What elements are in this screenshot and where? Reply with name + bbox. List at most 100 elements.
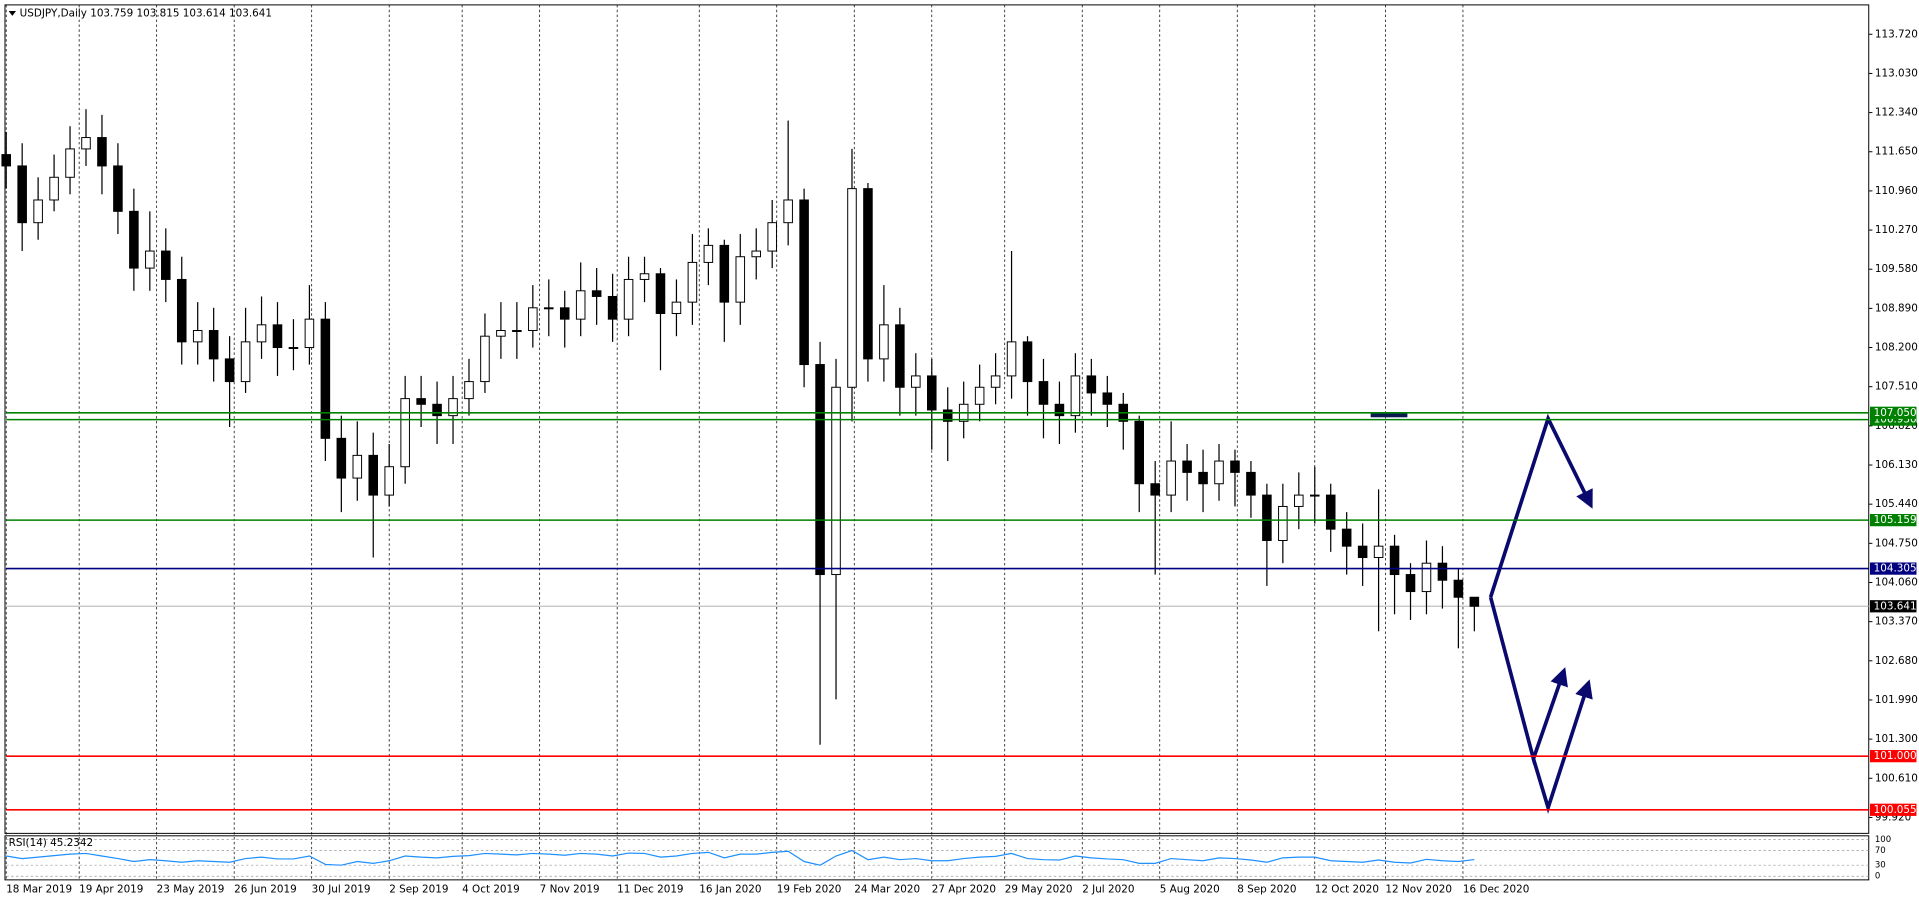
y-tick-label: 108.200 xyxy=(1875,342,1918,354)
candle-body xyxy=(145,250,155,269)
candle-body xyxy=(1038,381,1049,405)
candle-body xyxy=(176,278,187,343)
y-tick-label: 113.030 xyxy=(1875,67,1918,79)
candle-body xyxy=(336,437,347,479)
x-tick-label: 12 Oct 2020 xyxy=(1315,884,1379,896)
candle-body xyxy=(927,375,937,411)
level-label: 104.305 xyxy=(1874,563,1917,575)
y-tick-label: 110.960 xyxy=(1875,185,1918,197)
candle-body xyxy=(1150,483,1160,496)
candle-body xyxy=(719,244,730,303)
level-label: 101.000 xyxy=(1874,750,1917,762)
candle-body xyxy=(847,188,857,388)
candle-body xyxy=(1294,494,1304,507)
y-tick-label: 107.510 xyxy=(1875,381,1918,393)
candle-body xyxy=(33,199,43,224)
candle-body xyxy=(512,330,522,332)
rsi-tick-label: 30 xyxy=(1875,861,1886,871)
y-tick-label: 101.990 xyxy=(1875,694,1918,706)
candle-body xyxy=(113,165,123,212)
x-tick-label: 16 Jan 2020 xyxy=(699,884,761,896)
candle-body xyxy=(703,244,714,263)
arrow-up xyxy=(1488,413,1593,598)
candle-body xyxy=(65,148,75,178)
rsi-tick-label: 100 xyxy=(1875,835,1891,845)
candle-body xyxy=(368,454,379,496)
x-tick-label: 18 Mar 2019 xyxy=(6,884,72,896)
x-tick-label: 23 May 2019 xyxy=(157,884,225,896)
candle-body xyxy=(863,188,873,360)
rsi-title: RSI(14) 45.2342 xyxy=(9,837,93,849)
candle-body xyxy=(1357,545,1368,559)
current-price-box xyxy=(1869,600,1917,613)
candle-body xyxy=(815,364,825,576)
y-tick-label: 104.060 xyxy=(1875,576,1918,588)
candle-body xyxy=(831,386,841,576)
candle-body xyxy=(161,250,171,280)
y-tick-label: 101.300 xyxy=(1875,733,1918,745)
candle-body xyxy=(448,398,458,417)
candle-body xyxy=(272,324,283,349)
candle-body xyxy=(352,454,363,479)
y-tick-label: 100.610 xyxy=(1875,772,1918,784)
marker-box xyxy=(1370,412,1408,418)
y-tick-label: 110.270 xyxy=(1875,224,1918,236)
candle-body xyxy=(49,176,59,201)
x-tick-label: 27 Apr 2020 xyxy=(932,884,996,896)
candle-body xyxy=(1198,471,1208,485)
level-label: 107.050 xyxy=(1874,407,1917,419)
candle-body xyxy=(1,154,11,167)
candle-body xyxy=(544,307,554,310)
candle-body xyxy=(1086,375,1097,394)
candle-body xyxy=(1373,545,1384,559)
candle-body xyxy=(735,256,746,303)
candle-body xyxy=(767,222,777,252)
candle-body xyxy=(1262,494,1272,541)
candle-body xyxy=(1070,375,1081,417)
candle-body xyxy=(416,398,426,405)
candle-body xyxy=(623,278,634,320)
candle-body xyxy=(432,403,442,417)
y-tick-label: 105.440 xyxy=(1875,498,1918,510)
candle-body xyxy=(192,330,203,343)
candle-body xyxy=(1341,528,1352,547)
candle-body xyxy=(129,210,139,269)
x-tick-label: 29 May 2020 xyxy=(1005,884,1073,896)
x-tick-label: 7 Nov 2019 xyxy=(540,884,600,896)
candle-body xyxy=(97,137,107,167)
candle-body xyxy=(208,330,219,360)
candle-body xyxy=(990,375,1001,388)
candle-body xyxy=(1405,574,1416,593)
candle-body xyxy=(942,409,953,422)
candle-body xyxy=(607,295,618,320)
candle-body xyxy=(1421,562,1432,593)
rsi-pane xyxy=(4,835,1870,881)
y-tick-label: 102.680 xyxy=(1875,655,1918,667)
candle-body xyxy=(687,261,698,303)
x-tick-label: 19 Feb 2020 xyxy=(777,884,842,896)
candle-body xyxy=(384,466,394,496)
x-tick-label: 19 Apr 2019 xyxy=(79,884,143,896)
x-tick-label: 2 Sep 2019 xyxy=(389,884,448,896)
x-tick-label: 16 Dec 2020 xyxy=(1463,884,1529,896)
candle-body xyxy=(559,307,570,320)
y-tick-label: 106.130 xyxy=(1875,459,1918,471)
candle-body xyxy=(496,330,506,337)
x-tick-label: 4 Oct 2019 xyxy=(462,884,520,896)
candle-body xyxy=(17,165,27,224)
candle-body xyxy=(304,318,315,349)
candle-body xyxy=(1214,460,1224,485)
x-tick-label: 26 Jun 2019 xyxy=(234,884,297,896)
rsi-line xyxy=(6,849,1475,866)
candle-body xyxy=(320,318,331,439)
x-tick-label: 12 Nov 2020 xyxy=(1385,884,1452,896)
x-tick-label: 24 Mar 2020 xyxy=(854,884,920,896)
y-tick-label: 108.890 xyxy=(1875,302,1918,314)
candle-body xyxy=(240,341,251,383)
x-tick-label: 5 Aug 2020 xyxy=(1160,884,1220,896)
candle-body xyxy=(1166,460,1176,496)
candle-body xyxy=(288,347,299,350)
candle-body xyxy=(1246,471,1256,496)
y-tick-label: 113.720 xyxy=(1875,28,1918,40)
